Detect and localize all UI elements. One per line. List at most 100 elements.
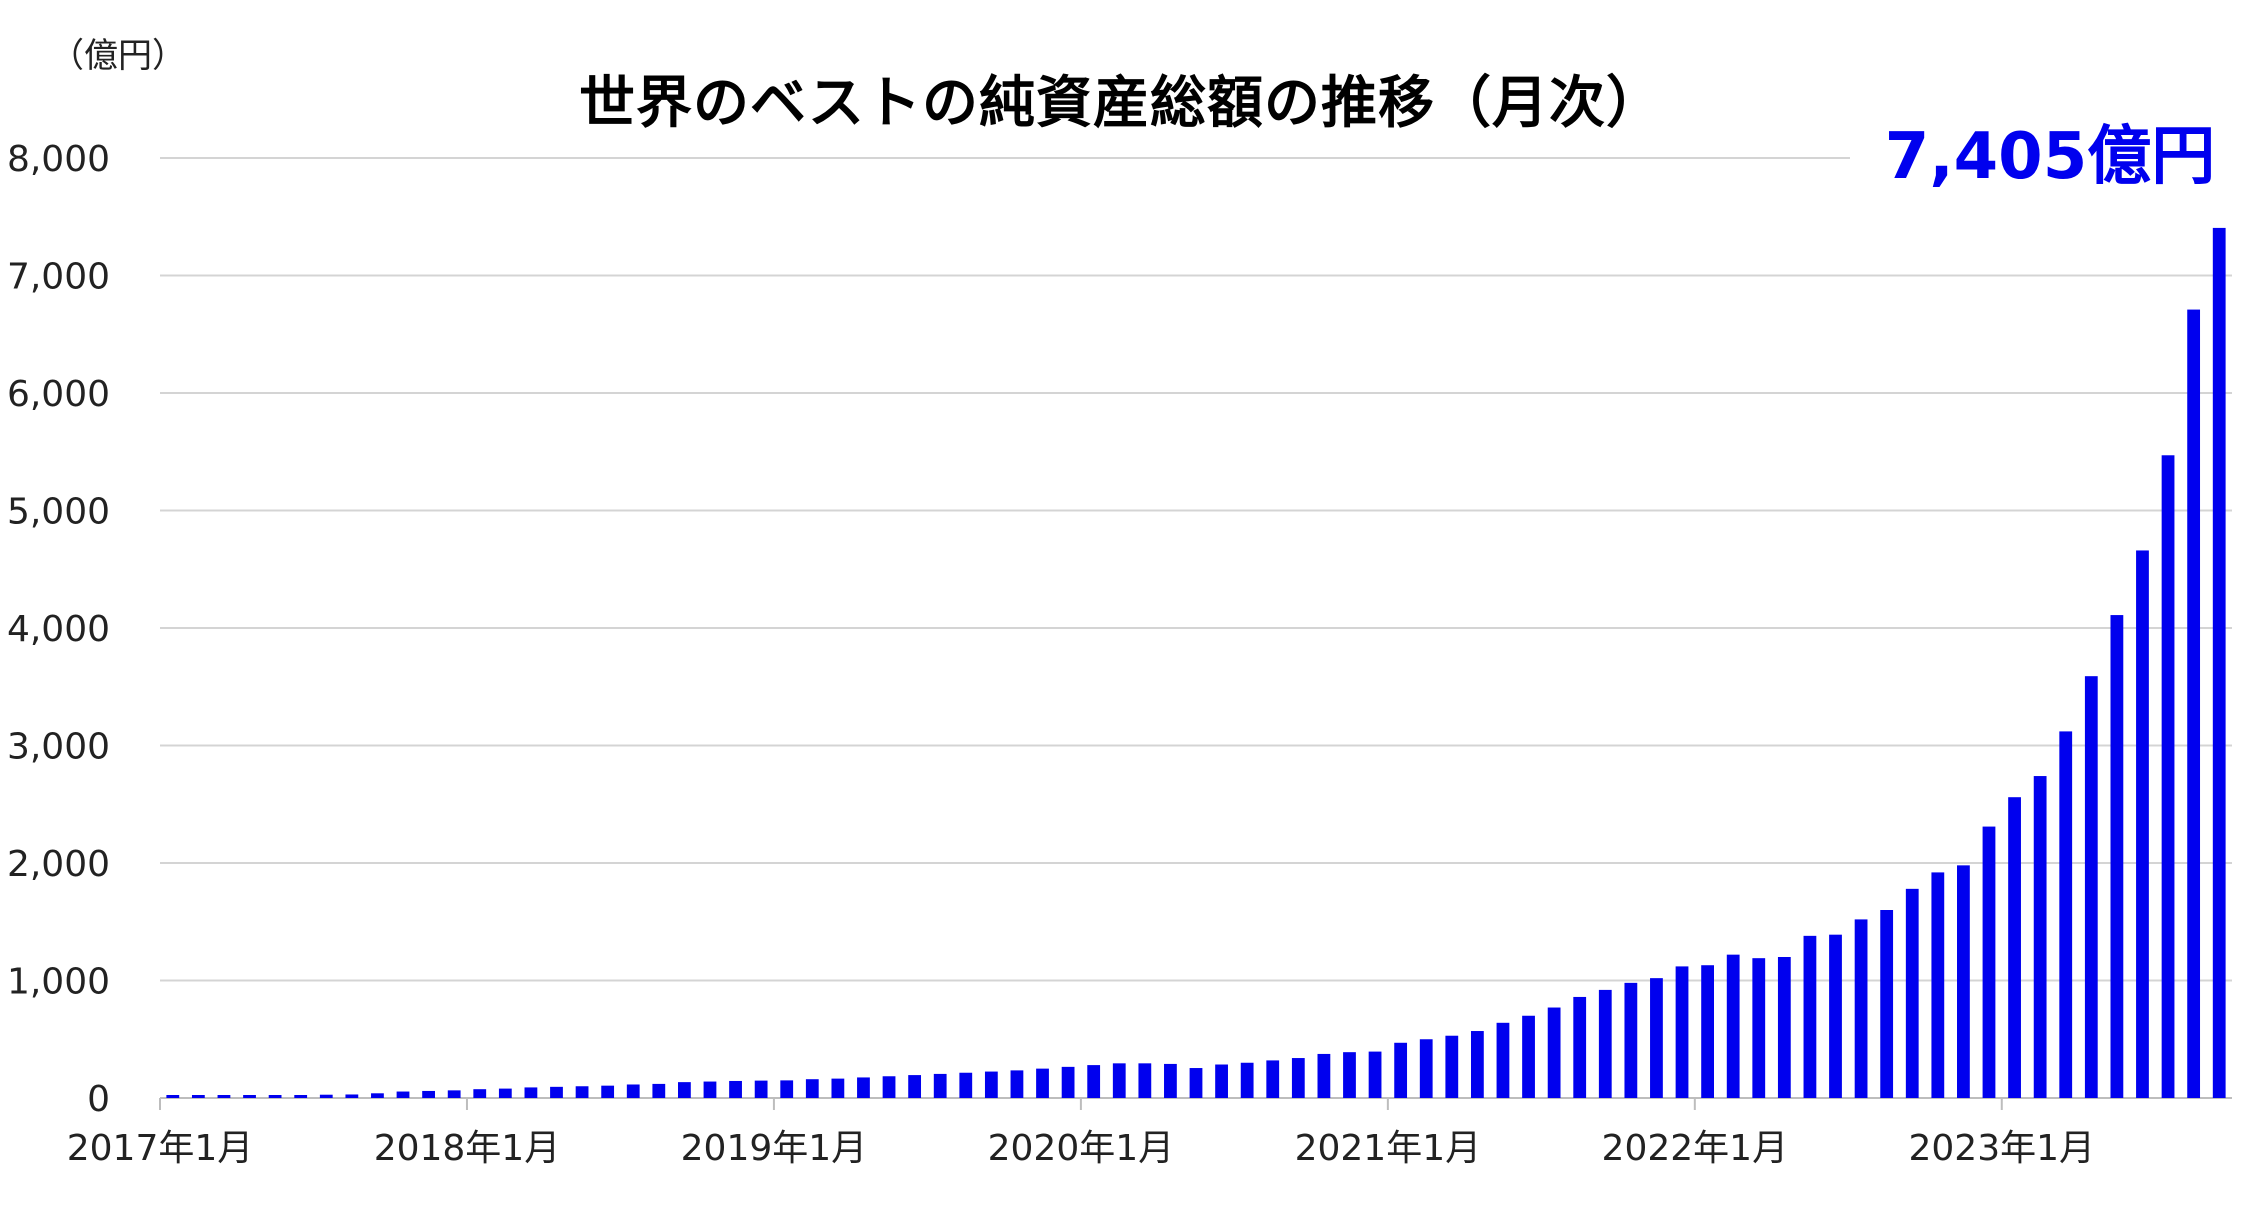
- bar: [243, 1095, 256, 1098]
- bar: [2008, 797, 2021, 1098]
- bar: [805, 1079, 819, 1098]
- bar: [550, 1086, 563, 1098]
- bar: [1240, 1062, 1254, 1098]
- bar: [1650, 978, 1663, 1098]
- y-tick-label: 8,000: [7, 139, 110, 180]
- bar: [729, 1080, 742, 1098]
- bar: [1343, 1052, 1356, 1098]
- bar: [933, 1073, 947, 1098]
- x-tick-label: 2023年1月: [1909, 1128, 2096, 1169]
- bar: [2059, 731, 2073, 1098]
- bar: [678, 1082, 691, 1098]
- bar: [447, 1090, 461, 1098]
- bar: [2136, 550, 2149, 1098]
- bar: [1880, 910, 1894, 1098]
- bar: [1829, 934, 1842, 1098]
- bar: [1982, 826, 1996, 1098]
- bar: [1036, 1068, 1049, 1098]
- y-tick-label: 1,000: [7, 962, 110, 1003]
- x-tick-label: 2019年1月: [681, 1128, 868, 1169]
- x-tick-label: 2018年1月: [374, 1128, 561, 1169]
- y-tick-label: 4,000: [7, 609, 110, 650]
- bar: [1112, 1063, 1126, 1098]
- bar: [2212, 227, 2226, 1099]
- bar: [1675, 966, 1689, 1098]
- bar: [1394, 1042, 1408, 1098]
- bar: [1957, 865, 1970, 1098]
- bar: [1419, 1039, 1433, 1098]
- bar: [1496, 1022, 1510, 1098]
- bar: [1931, 872, 1945, 1098]
- bar: [498, 1088, 512, 1098]
- bar: [882, 1076, 896, 1098]
- x-tick-label: 2017年1月: [67, 1128, 254, 1169]
- bar: [1189, 1068, 1203, 1098]
- bar: [268, 1095, 282, 1098]
- bar: [1317, 1053, 1331, 1098]
- bar: [780, 1080, 794, 1098]
- bar: [371, 1093, 384, 1098]
- bar: [396, 1091, 410, 1098]
- bar: [959, 1072, 973, 1098]
- bar: [575, 1086, 589, 1098]
- chart-title: 世界のベストの純資産総額の推移（月次）: [578, 71, 1664, 136]
- bar: [1624, 982, 1638, 1098]
- bar: [319, 1094, 333, 1098]
- bar: [1266, 1060, 1280, 1098]
- bar: [984, 1071, 998, 1098]
- bar: [524, 1087, 538, 1098]
- bar: [1061, 1066, 1075, 1098]
- y-unit-label: （億円）: [50, 36, 186, 76]
- x-tick-label: 2021年1月: [1295, 1128, 1482, 1169]
- bar: [754, 1080, 768, 1098]
- x-tick-label: 2020年1月: [988, 1128, 1175, 1169]
- bar: [652, 1083, 666, 1098]
- bar: [1470, 1031, 1484, 1098]
- bar: [345, 1094, 359, 1098]
- bar: [294, 1095, 308, 1098]
- bar: [191, 1095, 205, 1098]
- y-tick-label: 6,000: [7, 374, 110, 415]
- y-tick-label: 2,000: [7, 844, 110, 885]
- bar: [1087, 1065, 1101, 1098]
- x-tick-label: 2022年1月: [1602, 1128, 1789, 1169]
- bar: [2084, 676, 2098, 1098]
- bar: [908, 1075, 922, 1098]
- bar: [1291, 1058, 1305, 1098]
- bar: [1215, 1064, 1228, 1098]
- bar: [1164, 1063, 1177, 1098]
- y-tick-label: 7,000: [7, 257, 110, 298]
- bar: [601, 1085, 615, 1098]
- bar: [1803, 935, 1817, 1098]
- bar: [2161, 455, 2175, 1098]
- y-tick-label: 5,000: [7, 492, 110, 533]
- bar: [473, 1089, 487, 1098]
- bar: [1547, 1007, 1561, 1098]
- bar: [1905, 888, 1919, 1098]
- bar: [422, 1090, 435, 1098]
- bar: [1368, 1051, 1382, 1098]
- bar: [1138, 1063, 1152, 1098]
- y-tick-label: 3,000: [7, 727, 110, 768]
- bar: [1573, 996, 1587, 1098]
- bar: [166, 1095, 180, 1098]
- y-tick-label: 0: [87, 1079, 110, 1120]
- bar: [857, 1077, 870, 1098]
- bar: [703, 1081, 717, 1098]
- bar: [626, 1084, 640, 1098]
- bar: [1854, 919, 1868, 1098]
- bar: [1598, 989, 1612, 1098]
- bar: [1522, 1015, 1535, 1098]
- bar: [1752, 958, 1766, 1098]
- bar: [1726, 954, 1740, 1098]
- bar: [831, 1078, 845, 1098]
- bar: [217, 1095, 231, 1098]
- bar: [2110, 615, 2124, 1098]
- latest-value-callout: 7,405億円: [1884, 120, 2216, 194]
- bar: [1445, 1035, 1459, 1098]
- bar: [1010, 1070, 1024, 1098]
- bar: [2187, 309, 2201, 1098]
- bar: [2033, 776, 2047, 1098]
